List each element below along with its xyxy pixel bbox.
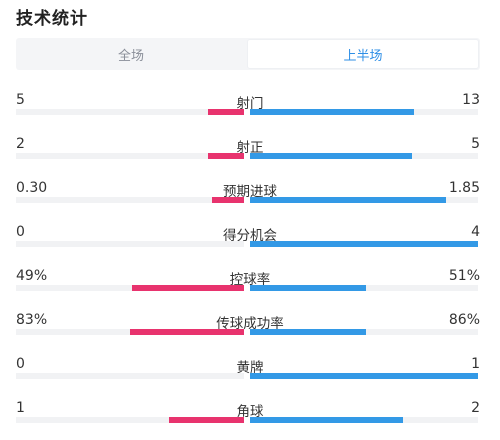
home-value: 49% xyxy=(16,268,48,284)
home-bar xyxy=(130,329,244,335)
stat-row: 49% 控球率 51% xyxy=(0,262,500,296)
stat-row: 5 射门 13 xyxy=(0,86,500,120)
away-bar-track xyxy=(250,417,478,423)
tab-full-match[interactable]: 全场 xyxy=(117,48,144,64)
home-value: 0 xyxy=(16,224,25,240)
home-bar-track xyxy=(16,285,244,291)
away-value: 5 xyxy=(471,136,480,152)
stat-row: 0 得分机会 4 xyxy=(0,218,500,252)
away-bar xyxy=(250,373,478,379)
away-value: 4 xyxy=(471,224,480,240)
stat-label: 角球 xyxy=(236,404,264,420)
home-bar xyxy=(168,417,244,423)
away-bar xyxy=(250,417,403,423)
away-bar xyxy=(250,197,447,203)
away-bar-track xyxy=(250,241,478,247)
away-value: 51% xyxy=(448,268,480,284)
home-bar-track xyxy=(16,241,244,247)
home-value: 0 xyxy=(16,356,25,372)
away-value: 1 xyxy=(471,356,480,372)
away-bar xyxy=(250,109,415,115)
home-bar-track xyxy=(16,109,244,115)
period-tabs: 全场 上半场 xyxy=(16,38,480,70)
stat-label: 射正 xyxy=(236,140,264,156)
home-value: 2 xyxy=(16,136,25,152)
away-bar-track xyxy=(250,329,478,335)
home-value: 1 xyxy=(16,400,25,416)
page-title: 技术统计 xyxy=(16,9,88,29)
stat-label: 射门 xyxy=(236,96,264,112)
home-bar-track xyxy=(16,329,244,335)
home-value: 0.30 xyxy=(16,180,48,196)
stat-label: 传球成功率 xyxy=(216,316,284,332)
stat-label: 得分机会 xyxy=(223,228,277,244)
stat-row: 1 角球 2 xyxy=(0,394,500,428)
away-value: 86% xyxy=(448,312,480,328)
away-value: 13 xyxy=(462,92,480,108)
tab-first-half[interactable]: 上半场 xyxy=(247,39,479,69)
away-bar xyxy=(250,285,367,291)
stat-row: 83% 传球成功率 86% xyxy=(0,306,500,340)
away-bar-track xyxy=(250,285,478,291)
home-value: 5 xyxy=(16,92,25,108)
stat-row: 0.30 预期进球 1.85 xyxy=(0,174,500,208)
stat-row: 0 黄牌 1 xyxy=(0,350,500,384)
home-bar-track xyxy=(16,197,244,203)
home-bar xyxy=(212,197,244,203)
home-bar xyxy=(207,109,244,115)
away-bar xyxy=(250,241,478,247)
stat-row: 2 射正 5 xyxy=(0,130,500,164)
away-value: 2 xyxy=(471,400,480,416)
home-bar xyxy=(207,153,244,159)
home-bar xyxy=(132,285,244,291)
stat-label: 控球率 xyxy=(229,272,271,288)
away-bar-track xyxy=(250,197,478,203)
away-value: 1.85 xyxy=(448,180,480,196)
away-bar-track xyxy=(250,373,478,379)
away-bar-track xyxy=(250,153,478,159)
stat-label: 黄牌 xyxy=(236,360,264,376)
home-value: 83% xyxy=(16,312,48,328)
home-bar-track xyxy=(16,373,244,379)
away-bar xyxy=(250,153,412,159)
stat-label: 预期进球 xyxy=(223,184,277,200)
away-bar xyxy=(250,329,367,335)
home-bar-track xyxy=(16,417,244,423)
home-bar-track xyxy=(16,153,244,159)
away-bar-track xyxy=(250,109,478,115)
